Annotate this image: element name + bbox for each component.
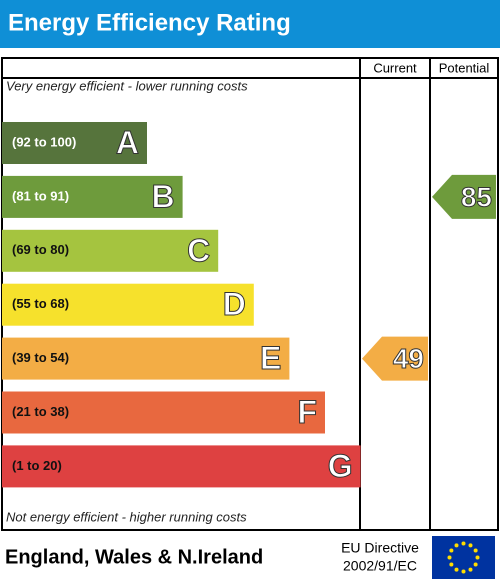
star: [454, 567, 459, 572]
directive-code: 2002/91/EC: [343, 558, 417, 574]
star: [449, 548, 454, 553]
band-range: (69 to 80): [12, 242, 69, 257]
band-range: (1 to 20): [12, 458, 62, 473]
star: [454, 543, 459, 548]
rating-arrow: [362, 336, 428, 381]
band-letter: A: [116, 124, 139, 160]
band-bar: [2, 283, 254, 326]
star: [461, 541, 466, 546]
band-letter: F: [297, 394, 317, 430]
band-letter: E: [260, 340, 281, 376]
title: Energy Efficiency Rating: [8, 9, 291, 36]
column-header: Potential: [439, 60, 490, 75]
title-bar: [0, 0, 500, 48]
band-bar: [2, 122, 147, 164]
star: [449, 562, 454, 567]
star: [447, 555, 452, 560]
band-letter: G: [328, 448, 353, 484]
star: [473, 548, 478, 553]
band-letter: C: [187, 232, 210, 268]
rating-value: 85: [461, 181, 492, 212]
star: [475, 555, 480, 560]
top-note: Very energy efficient - lower running co…: [6, 78, 248, 93]
star: [468, 567, 473, 572]
band-range: (92 to 100): [12, 134, 76, 149]
rating-arrow: [432, 174, 496, 219]
band-bar: [2, 391, 325, 434]
star: [473, 562, 478, 567]
bottom-note: Not energy efficient - higher running co…: [6, 509, 247, 524]
band-range: (81 to 91): [12, 188, 69, 203]
band-letter: B: [151, 178, 174, 214]
band-bar: [2, 175, 183, 218]
flag-stars: [447, 541, 480, 574]
band-range: (55 to 68): [12, 296, 69, 311]
eu-flag: [432, 536, 495, 579]
star: [468, 543, 473, 548]
directive: EU Directive: [341, 540, 419, 556]
star: [461, 569, 466, 574]
band-range: (21 to 38): [12, 404, 69, 419]
band-bar: [2, 445, 361, 488]
band-letter: D: [223, 286, 246, 322]
band-bar: [2, 229, 219, 272]
band-bar: [2, 337, 290, 380]
region: England, Wales & N.Ireland: [5, 546, 263, 568]
column-header: Current: [373, 60, 417, 75]
rating-value: 49: [393, 343, 424, 374]
band-range: (39 to 54): [12, 350, 69, 365]
